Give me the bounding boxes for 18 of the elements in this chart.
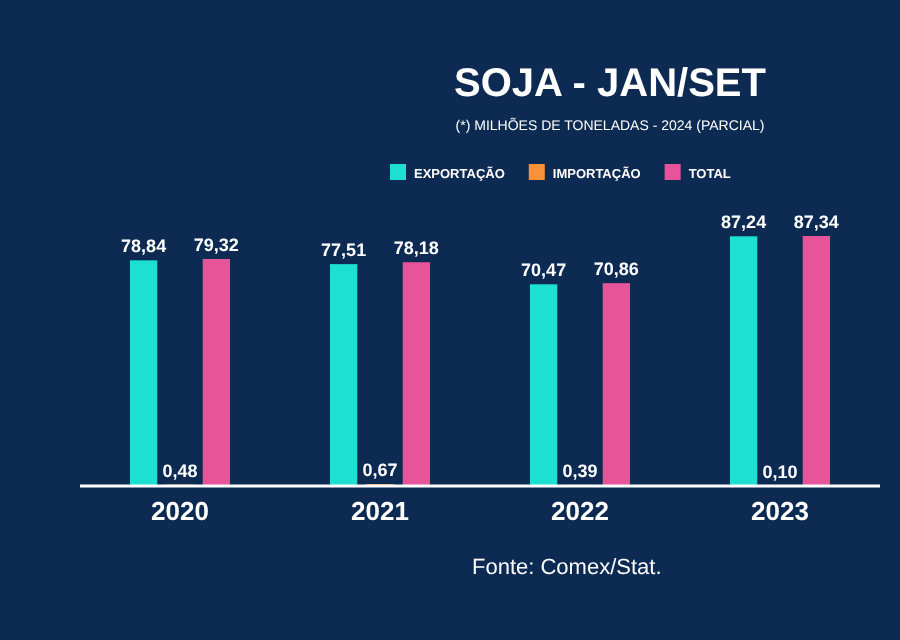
x-tick-label: 2021 (351, 496, 409, 527)
data-label: 70,47 (521, 260, 567, 281)
x-tick-label: 2022 (551, 496, 609, 527)
data-label: 77,51 (321, 240, 367, 261)
data-label: 70,86 (593, 259, 639, 280)
data-label: 0,67 (362, 460, 398, 481)
x-tick-label: 2023 (751, 496, 809, 527)
data-label: 87,24 (721, 212, 767, 233)
data-label: 0,10 (762, 461, 798, 482)
data-label: 0,48 (162, 460, 198, 481)
data-label: 87,34 (793, 212, 839, 232)
data-label: 78,18 (393, 238, 439, 259)
data-label: 79,32 (193, 234, 239, 255)
x-tick-label: 2020 (151, 496, 209, 527)
chart-title: SOJA - JAN/SET (454, 62, 766, 106)
data-label: 78,84 (121, 236, 167, 257)
data-label: 0,39 (562, 460, 598, 481)
source-note: Fonte: Comex/Stat. (472, 556, 662, 580)
